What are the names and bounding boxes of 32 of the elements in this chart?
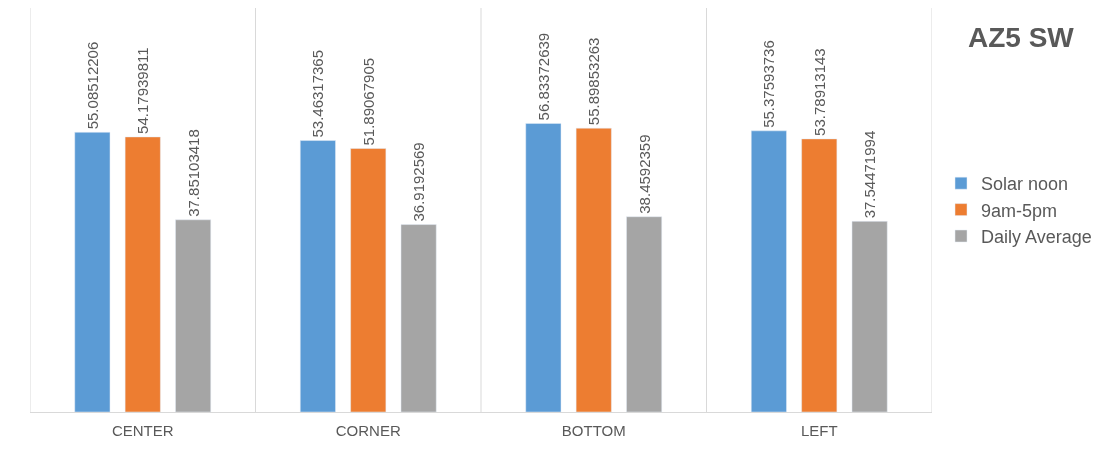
data-label: 37.85103418 [184,129,202,217]
bar [525,123,562,412]
legend-label: Solar noon [981,174,1069,195]
data-label: 54.17939811 [134,47,152,134]
data-label: 55.89853263 [585,37,603,126]
data-label: 53.78913143 [810,48,828,136]
bar [175,219,211,412]
data-label: 37.54471994 [861,130,879,219]
x-tick-label: CORNER [335,422,401,439]
data-label: 51.89067905 [359,57,377,146]
data-label: 55.08512206 [83,41,101,130]
bar [74,132,111,412]
bar [350,148,387,412]
x-tick-label: CENTER [111,422,174,439]
x-tick-label: BOTTOM [561,422,626,439]
data-label: 38.4592359 [635,134,653,214]
bar [626,216,662,412]
data-label: 55.37593736 [760,40,778,128]
bar [751,130,787,412]
bar [575,127,612,412]
data-label: 53.46317365 [309,49,327,138]
bar [124,136,161,412]
bar [801,138,838,412]
legend-label: Daily Average [981,227,1092,248]
bar [300,140,336,412]
bar [400,224,437,412]
text: AZ5 SW [968,22,1075,53]
data-label: 36.9192569 [410,142,428,222]
bar [851,221,888,412]
data-label: 56.83372639 [534,32,552,121]
x-tick-label: LEFT [800,422,838,439]
legend-label: 9am-5pm [981,200,1058,221]
